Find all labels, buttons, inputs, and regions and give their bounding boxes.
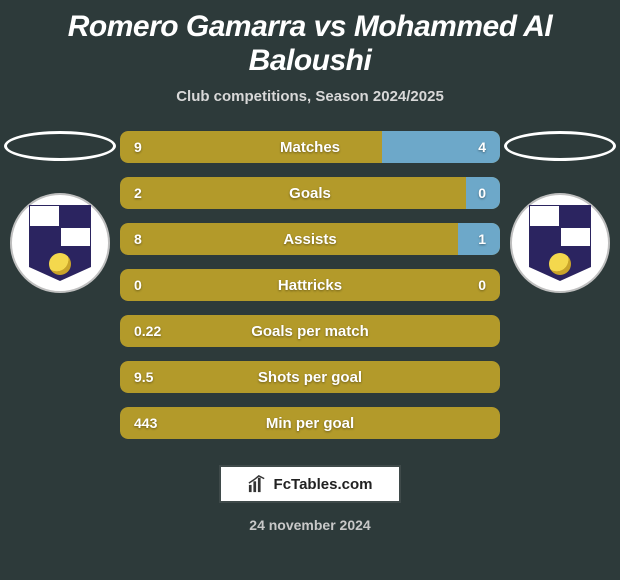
- stat-label: Matches: [120, 131, 500, 163]
- left-player-column: [0, 131, 120, 293]
- stat-row: 00Hattricks: [120, 269, 500, 301]
- stat-label: Min per goal: [120, 407, 500, 439]
- crest-icon: [529, 205, 591, 281]
- right-club-badge: [510, 193, 610, 293]
- date-text: 24 november 2024: [0, 517, 620, 533]
- brand-text: FcTables.com: [274, 476, 373, 493]
- stat-label: Goals per match: [120, 315, 500, 347]
- stat-row: 94Matches: [120, 131, 500, 163]
- stat-row: 443Min per goal: [120, 407, 500, 439]
- right-player-photo-placeholder: [504, 131, 616, 161]
- left-club-badge: [10, 193, 110, 293]
- brand-box: FcTables.com: [219, 465, 401, 503]
- stat-row: 9.5Shots per goal: [120, 361, 500, 393]
- stat-row: 20Goals: [120, 177, 500, 209]
- comparison-area: 94Matches 20Goals 81Assists 00Hattricks 0.22…: [0, 131, 620, 439]
- stat-label: Goals: [120, 177, 500, 209]
- stat-row: 0.22Goals per match: [120, 315, 500, 347]
- stat-row: 81Assists: [120, 223, 500, 255]
- stat-label: Shots per goal: [120, 361, 500, 393]
- left-player-photo-placeholder: [4, 131, 116, 161]
- right-player-column: [500, 131, 620, 293]
- page-title: Romero Gamarra vs Mohammed Al Baloushi: [0, 0, 620, 82]
- stat-label: Hattricks: [120, 269, 500, 301]
- subtitle: Club competitions, Season 2024/2025: [0, 88, 620, 105]
- stat-label: Assists: [120, 223, 500, 255]
- stat-bars: 94Matches 20Goals 81Assists 00Hattricks 0.22…: [120, 131, 500, 439]
- crest-icon: [29, 205, 91, 281]
- chart-icon: [248, 475, 266, 493]
